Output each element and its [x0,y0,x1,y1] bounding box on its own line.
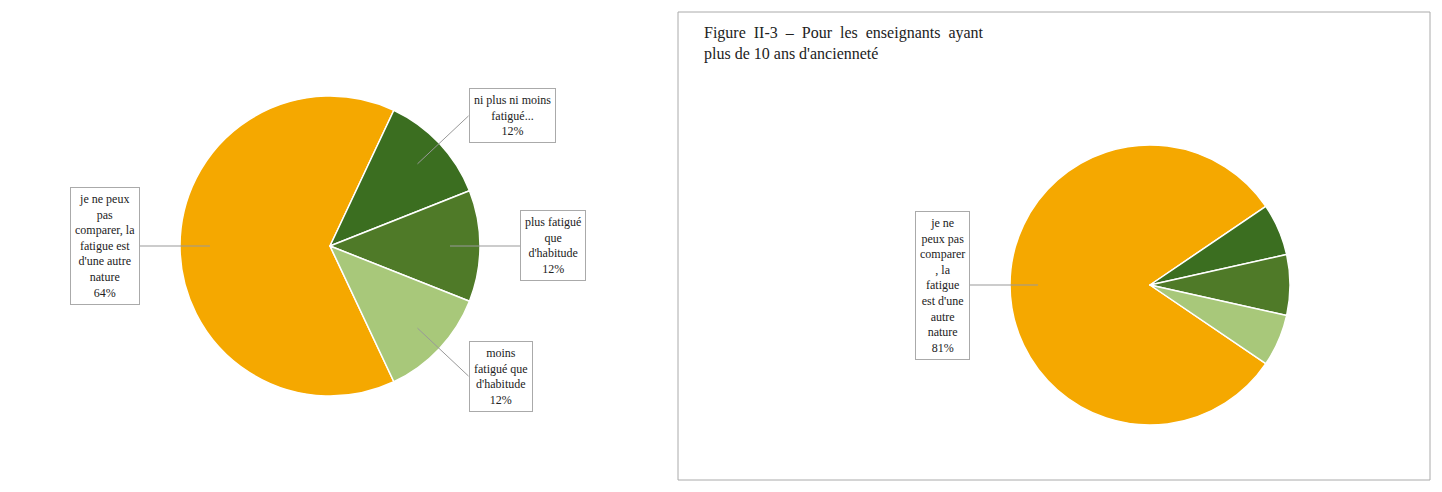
svg-text:Figure II-3 – Pour les en: Figure II-3 – Pour les enseignants ayant… [704,24,984,63]
svg-text:ni plus ni moinsfatigué...12%: ni plus ni moinsfatigué...12% [474,93,551,138]
svg-text:moinsfatigué qued'habitude12%: moinsfatigué qued'habitude12% [474,346,528,407]
svg-text:plus fatiguéqued'habitude12%: plus fatiguéqued'habitude12% [525,215,581,276]
svg-text:je ne peuxpascomparer, lafatig: je ne peuxpascomparer, lafatigue estd'un… [75,192,135,300]
svg-text:je nepeux pascomparer, lafatig: je nepeux pascomparer, lafatigueest d'un… [920,216,965,355]
